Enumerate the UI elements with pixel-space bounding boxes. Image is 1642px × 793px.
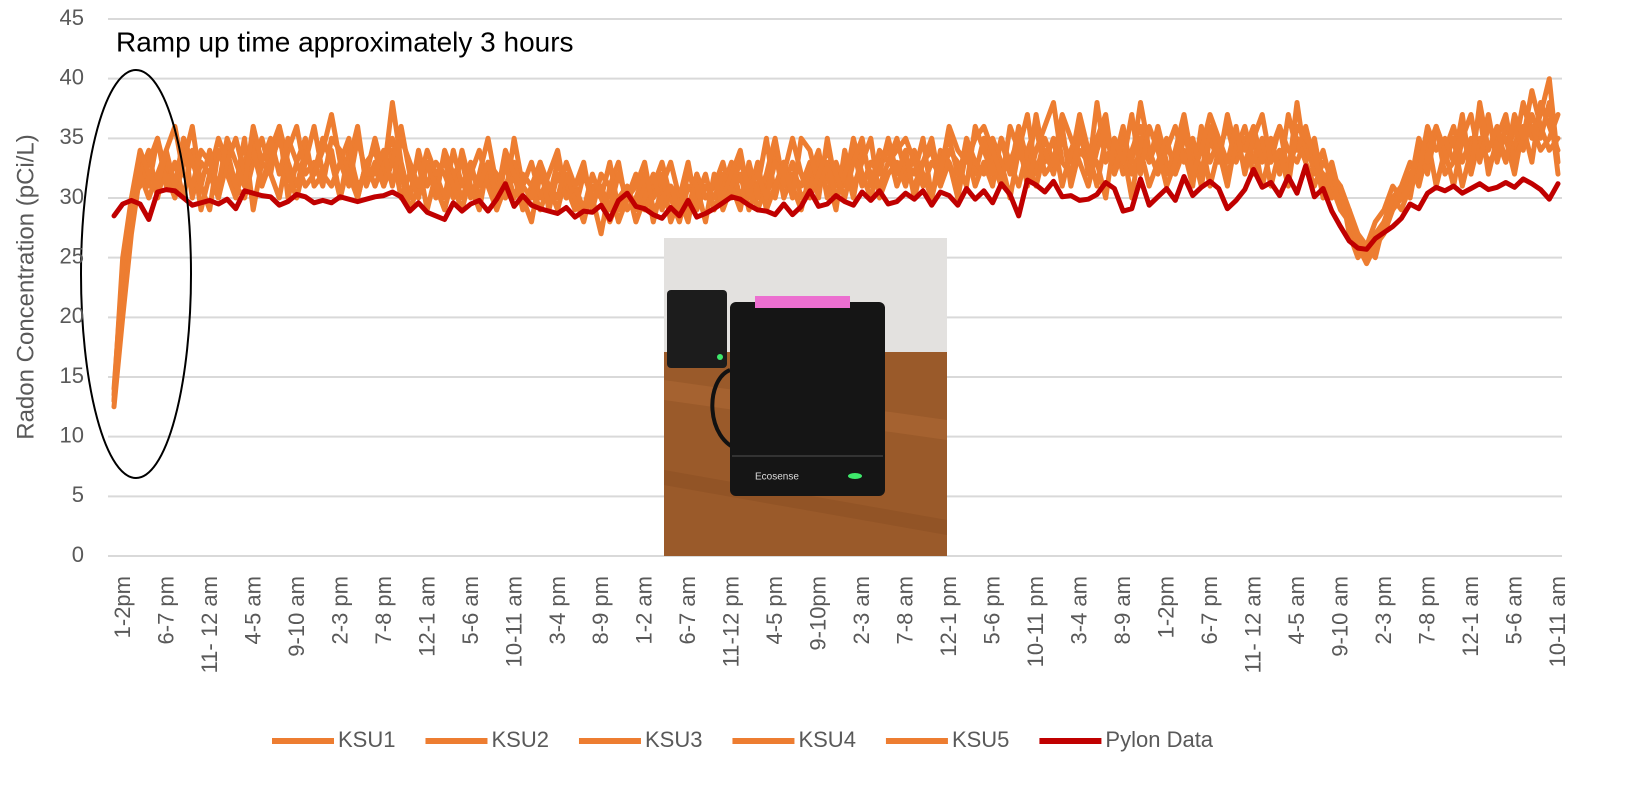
x-tick-label: 7-8 pm <box>1415 576 1440 644</box>
x-tick-label: 10-11 am <box>501 576 526 667</box>
legend-label: KSU1 <box>338 727 395 752</box>
x-tick-label: 7-8 am <box>893 576 918 644</box>
y-tick-label: 25 <box>60 243 84 268</box>
x-tick-label: 1-2pm <box>1154 576 1179 638</box>
x-tick-label: 1-2 am <box>632 576 657 644</box>
x-tick-label: 4-5 pm <box>762 576 787 644</box>
photo-label: Ecosense <box>755 472 799 483</box>
x-tick-label: 9-10pm <box>806 576 831 651</box>
x-tick-label: 4-5 am <box>240 576 265 644</box>
x-tick-label: 5-6 pm <box>980 576 1005 644</box>
x-tick-label: 6-7 pm <box>1197 576 1222 644</box>
x-tick-label: 9-10 am <box>1328 576 1353 657</box>
x-tick-label: 12-1 am <box>414 576 439 657</box>
y-tick-label: 0 <box>72 542 84 567</box>
legend-label: KSU2 <box>491 727 548 752</box>
x-tick-label: 8-9 am <box>1110 576 1135 644</box>
y-tick-label: 30 <box>60 184 84 209</box>
x-tick-label: 11-12 pm <box>719 576 744 667</box>
legend-label: Pylon Data <box>1105 727 1213 752</box>
x-tick-label: 5-6 am <box>1502 576 1527 644</box>
ramp-ellipse <box>81 70 191 478</box>
photo-sticker <box>755 296 850 308</box>
x-tick-label: 11- 12 am <box>197 576 222 673</box>
x-tick-label: 4-5 am <box>1284 576 1309 644</box>
x-tick-label: 8-9 pm <box>588 576 613 644</box>
legend-label: KSU5 <box>952 727 1009 752</box>
y-tick-label: 15 <box>60 363 84 388</box>
y-tick-label: 40 <box>60 64 84 89</box>
x-tick-label: 12-1 pm <box>936 576 961 657</box>
x-tick-label: 6-7 am <box>675 576 700 644</box>
y-tick-label: 35 <box>60 124 84 149</box>
x-tick-label: 1-2pm <box>110 576 135 638</box>
x-tick-label: 9-10 am <box>284 576 309 657</box>
x-tick-label: 11- 12 am <box>1241 576 1266 673</box>
y-tick-label: 45 <box>60 5 84 30</box>
photo-device-seam <box>732 455 883 457</box>
y-tick-label: 5 <box>72 482 84 507</box>
x-tick-label: 3-4 pm <box>545 576 570 644</box>
x-tick-label: 6-7 pm <box>153 576 178 644</box>
y-tick-label: 10 <box>60 422 84 447</box>
x-tick-label: 12-1 am <box>1458 576 1483 657</box>
device-photo: Ecosense <box>664 238 947 556</box>
legend: KSU1 KSU2 KSU3 KSU4 KSU5 Pylon Data <box>272 727 1214 752</box>
y-tick-label: 20 <box>60 303 84 328</box>
legend-label: KSU3 <box>645 727 702 752</box>
legend-label: KSU4 <box>798 727 855 752</box>
x-tick-label: 10-11 am <box>1545 576 1570 667</box>
photo-led <box>717 354 723 360</box>
chart: Ecosense Ramp up time approximately 3 ho… <box>0 0 1642 793</box>
photo-led <box>848 473 862 479</box>
x-tick-label: 3-4 am <box>1067 576 1092 644</box>
photo-device <box>730 302 885 496</box>
x-tick-label: 10-11 pm <box>1023 576 1048 667</box>
x-tick-label: 5-6 am <box>458 576 483 644</box>
x-tick-label: 2-3 pm <box>327 576 352 644</box>
x-tick-label: 7-8 pm <box>371 576 396 644</box>
annotation: Ramp up time approximately 3 hours <box>116 26 574 57</box>
x-tick-label: 2-3 am <box>849 576 874 644</box>
x-tick-label: 2-3 pm <box>1371 576 1396 644</box>
y-axis-title: Radon Concentration (pCi/L) <box>12 134 39 440</box>
